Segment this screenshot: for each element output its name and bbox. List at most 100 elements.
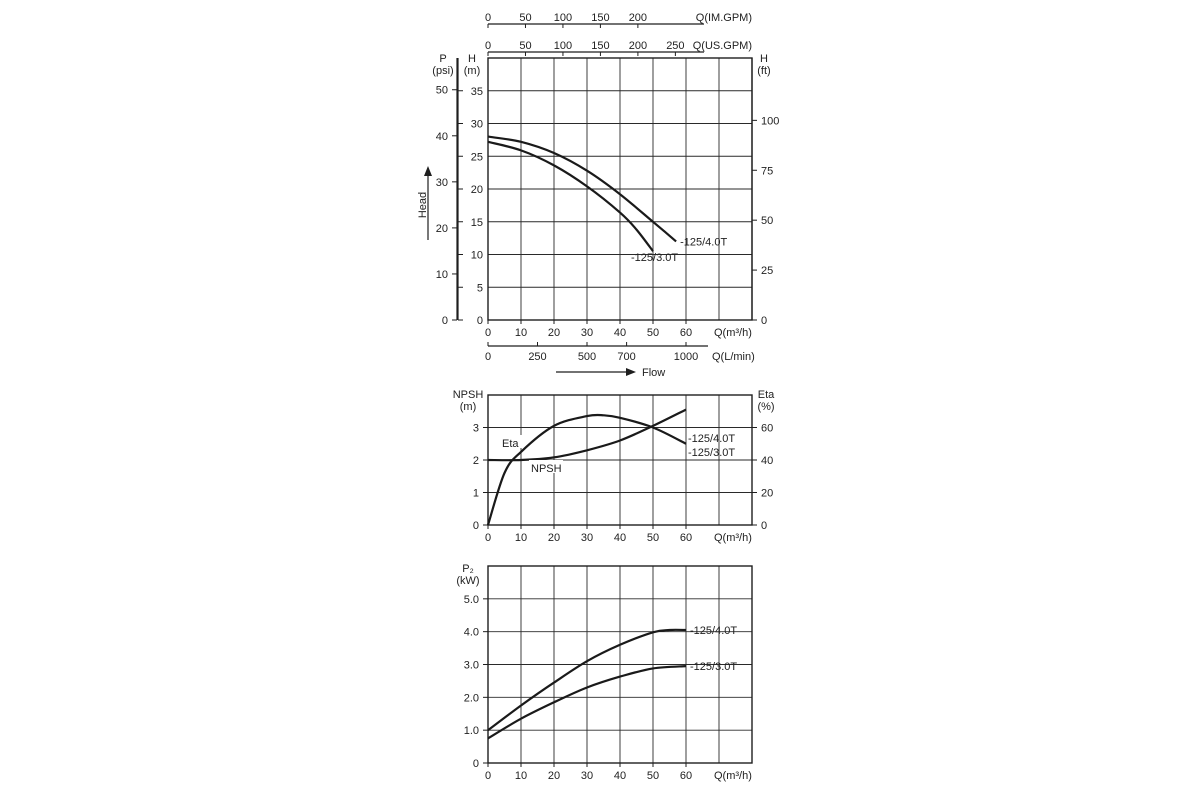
eta-axis-label: (%) [757,401,774,413]
head-arrow-label: Head [417,192,429,218]
h-m-axis-label: (m) [464,65,481,77]
us-gpm-tick-label: 250 [666,40,684,52]
power-x-tick-label: 50 [647,770,659,782]
flow-arrow-head [626,368,636,376]
power-y-tick-label: 3.0 [464,660,479,672]
h-ft-tick-label: 25 [761,265,773,277]
h-m-tick-label: 5 [477,282,483,294]
h-ft-axis-label: H [760,53,768,65]
npsh-x-tick-label: 0 [485,532,491,544]
npsh-x-axis-label: Q(m³/h) [714,532,752,544]
eta-curve [486,413,687,526]
im-gpm-axis-label: Q(IM.GPM) [696,12,752,24]
npsh-x-tick-label: 20 [548,532,560,544]
npsh-x-tick-label: 60 [680,532,692,544]
p-psi-tick-label: 30 [436,177,448,189]
lmin-tick-label: 250 [528,351,546,363]
eta-label-bg [500,435,522,448]
head-curve [487,140,654,252]
p-psi-axis-label: P [439,53,446,65]
power-x-axis-label: Q(m³/h) [714,770,752,782]
p-psi-tick-label: 0 [442,315,448,327]
im-gpm-tick-label: 50 [519,12,531,24]
head-x-tick-label: 20 [548,327,560,339]
p-psi-tick-label: 20 [436,223,448,235]
h-ft-tick-label: 75 [761,165,773,177]
p-psi-tick-label: 10 [436,269,448,281]
h-m-tick-label: 30 [471,119,483,131]
h-m-tick-label: 35 [471,86,483,98]
h-m-tick-label: 10 [471,250,483,262]
npsh-series-label: -125/3.0T [688,447,735,459]
power-y-tick-label: 0 [473,758,479,770]
head-curve [487,135,677,243]
im-gpm-tick-label: 150 [591,12,609,24]
p-psi-tick-label: 50 [436,85,448,97]
head-series-label: -125/3.0T [631,252,678,264]
us-gpm-tick-label: 50 [519,40,531,52]
npsh-axis-label: NPSH [453,389,484,401]
npsh-series-label: -125/4.0T [688,433,735,445]
h-ft-tick-label: 0 [761,315,767,327]
lmin-axis-label: Q(L/min) [712,351,755,363]
power-y-tick-label: 4.0 [464,627,479,639]
h-m-tick-label: 0 [477,315,483,327]
head-x-tick-label: 60 [680,327,692,339]
power-curve [487,665,687,740]
head-series-label: -125/4.0T [680,236,727,248]
h-m-tick-label: 15 [471,217,483,229]
head-x-tick-label: 10 [515,327,527,339]
power-series-label: -125/3.0T [690,661,737,673]
power-y-tick-label: 5.0 [464,594,479,606]
lmin-tick-label: 1000 [674,351,698,363]
npsh-x-tick-label: 10 [515,532,527,544]
h-m-tick-label: 25 [471,151,483,163]
npsh-curve-label: NPSH [531,463,562,475]
power-y-tick-label: 2.0 [464,692,479,704]
head-grid [487,57,753,321]
us-gpm-axis-label: Q(US.GPM) [693,40,752,52]
power-series-label: -125/4.0T [690,625,737,637]
eta-y-tick-label: 40 [761,455,773,467]
eta-axis-label: Eta [758,389,775,401]
head-x-tick-label: 0 [485,327,491,339]
us-gpm-tick-label: 100 [554,40,572,52]
eta-y-tick-label: 60 [761,423,773,435]
eta-y-tick-label: 20 [761,488,773,500]
head-x-tick-label: 30 [581,327,593,339]
power-x-tick-label: 10 [515,770,527,782]
eta-y-tick-label: 0 [761,520,767,532]
power-x-tick-label: 20 [548,770,560,782]
lmin-tick-label: 500 [578,351,596,363]
h-m-tick-label: 20 [471,184,483,196]
head-arrow-head [424,166,432,176]
head-x-axis-label: Q(m³/h) [714,327,752,339]
npsh-label-bg [529,460,563,473]
npsh-y-tick-label: 0 [473,520,479,532]
power-x-tick-label: 0 [485,770,491,782]
head-x-tick-label: 50 [647,327,659,339]
p-psi-axis-label: (psi) [432,65,453,77]
power-axis-label: P₂ [462,563,474,575]
flow-arrow-label: Flow [642,367,665,379]
im-gpm-tick-label: 0 [485,12,491,24]
head-x-tick-label: 40 [614,327,626,339]
im-gpm-tick-label: 200 [629,12,647,24]
us-gpm-tick-label: 0 [485,40,491,52]
power-curve [487,628,687,732]
power-x-tick-label: 60 [680,770,692,782]
npsh-y-tick-label: 3 [473,423,479,435]
npsh-x-tick-label: 30 [581,532,593,544]
power-x-tick-label: 40 [614,770,626,782]
h-m-axis-label: H [468,53,476,65]
p-psi-tick-label: 40 [436,131,448,143]
lmin-tick-label: 0 [485,351,491,363]
eta-curve-label: Eta [502,438,519,450]
power-axis-label: (kW) [456,575,479,587]
h-ft-axis-label: (ft) [757,65,770,77]
npsh-x-tick-label: 50 [647,532,659,544]
npsh-curve [487,408,687,462]
power-y-tick-label: 1.0 [464,725,479,737]
h-ft-tick-label: 50 [761,215,773,227]
npsh-y-tick-label: 2 [473,455,479,467]
